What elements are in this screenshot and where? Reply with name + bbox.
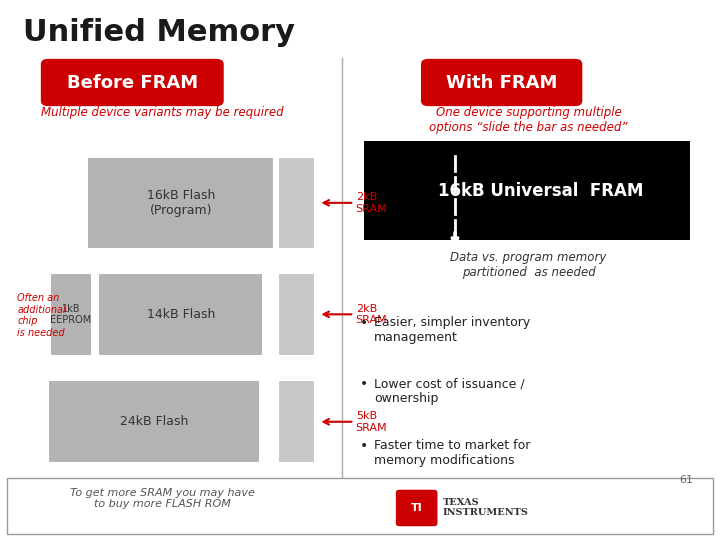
Bar bbox=[7, 478, 713, 534]
Text: 5kB
SRAM: 5kB SRAM bbox=[356, 411, 387, 433]
Bar bbox=[87, 157, 274, 248]
Text: Unified Memory: Unified Memory bbox=[23, 17, 295, 46]
Text: Lower cost of issuance /
ownership: Lower cost of issuance / ownership bbox=[374, 377, 525, 406]
Text: Data vs. program memory
partitioned  as needed: Data vs. program memory partitioned as n… bbox=[450, 251, 607, 279]
Text: Before FRAM: Before FRAM bbox=[67, 73, 198, 91]
Text: 16kB Universal  FRAM: 16kB Universal FRAM bbox=[438, 182, 644, 200]
Bar bbox=[277, 380, 315, 463]
Text: 61: 61 bbox=[680, 475, 693, 485]
Text: Multiple device variants may be required: Multiple device variants may be required bbox=[42, 106, 284, 119]
Text: TEXAS
INSTRUMENTS: TEXAS INSTRUMENTS bbox=[443, 498, 528, 517]
Text: •: • bbox=[360, 377, 368, 392]
Text: Easier, simpler inventory
management: Easier, simpler inventory management bbox=[374, 316, 531, 343]
FancyBboxPatch shape bbox=[41, 59, 224, 106]
Text: 24kB Flash: 24kB Flash bbox=[120, 415, 188, 428]
Text: •: • bbox=[360, 439, 368, 453]
Bar bbox=[98, 273, 264, 356]
Text: 2kB
SRAM: 2kB SRAM bbox=[356, 192, 387, 214]
Text: 16kB Flash
(Program): 16kB Flash (Program) bbox=[146, 189, 215, 217]
Bar bbox=[50, 273, 91, 356]
FancyBboxPatch shape bbox=[421, 59, 582, 106]
Text: Often an
additional
chip
is needed: Often an additional chip is needed bbox=[17, 293, 66, 338]
Text: 14kB Flash: 14kB Flash bbox=[146, 308, 215, 321]
Bar bbox=[277, 273, 315, 356]
FancyBboxPatch shape bbox=[396, 490, 438, 526]
Text: 1kB
EEPROM: 1kB EEPROM bbox=[50, 303, 91, 325]
Text: 2kB
SRAM: 2kB SRAM bbox=[356, 303, 387, 325]
Text: TI: TI bbox=[411, 503, 423, 513]
Text: With FRAM: With FRAM bbox=[446, 73, 557, 91]
Text: Faster time to market for
memory modifications: Faster time to market for memory modific… bbox=[374, 439, 531, 467]
Bar bbox=[364, 141, 690, 240]
Text: •: • bbox=[360, 316, 368, 329]
Text: One device supporting multiple
options “slide the bar as needed”: One device supporting multiple options “… bbox=[429, 106, 628, 134]
Bar bbox=[48, 380, 260, 463]
Bar bbox=[277, 157, 315, 248]
Text: To get more SRAM you may have
to buy more FLASH ROM: To get more SRAM you may have to buy mor… bbox=[71, 488, 255, 509]
